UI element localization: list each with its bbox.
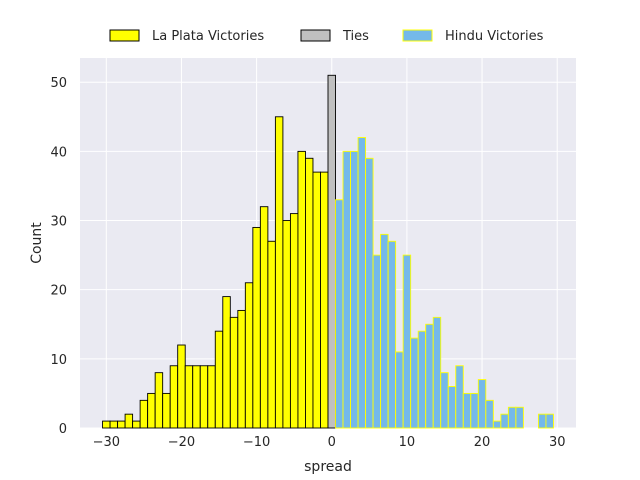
- bar-la-plata-victories: [169, 365, 179, 429]
- bar-la-plata-victories: [102, 420, 111, 429]
- bar-la-plata-victories: [139, 399, 149, 429]
- bar-la-plata-victories: [267, 240, 276, 429]
- legend-swatch-la-plata-victories: [109, 29, 140, 42]
- bar-hindu-victories: [492, 420, 502, 429]
- bar-hindu-victories: [515, 406, 524, 429]
- bar-hindu-victories: [440, 372, 449, 429]
- x-tick-label: −20: [168, 435, 195, 450]
- bar-hindu-victories: [545, 413, 554, 429]
- bar-la-plata-victories: [199, 365, 209, 429]
- bar-hindu-victories: [402, 254, 412, 429]
- legend-swatch-ties: [300, 29, 331, 42]
- y-axis-label: Count: [29, 222, 45, 264]
- bar-la-plata-victories: [259, 206, 269, 429]
- bar-la-plata-victories: [244, 282, 254, 429]
- bar-la-plata-victories: [237, 309, 246, 429]
- bar-hindu-victories: [335, 199, 344, 429]
- bar-hindu-victories: [365, 157, 374, 429]
- bar-la-plata-victories: [252, 226, 261, 429]
- bar-la-plata-victories: [192, 365, 201, 429]
- bar-hindu-victories: [425, 323, 434, 429]
- bar-hindu-victories: [372, 254, 382, 429]
- legend-label-la-plata-victories: La Plata Victories: [152, 29, 264, 44]
- bar-la-plata-victories: [207, 365, 216, 429]
- bar-la-plata-victories: [222, 296, 231, 429]
- bar-hindu-victories: [417, 330, 427, 429]
- x-tick-labels: −30 −20 −10 0 10 20 30: [93, 435, 566, 450]
- y-tick-label: 30: [50, 215, 67, 230]
- bar-hindu-victories: [387, 240, 397, 429]
- bar-la-plata-victories: [312, 171, 321, 429]
- bar-la-plata-victories: [214, 330, 224, 429]
- bar-la-plata-victories: [154, 372, 164, 429]
- bar-la-plata-victories: [289, 213, 299, 429]
- bar-hindu-victories: [507, 406, 517, 429]
- legend-swatch-hindu-victories: [402, 29, 433, 42]
- bar-hindu-victories: [395, 351, 404, 429]
- bar-la-plata-victories: [117, 420, 126, 429]
- bar-la-plata-victories: [305, 157, 314, 429]
- y-tick-label: 20: [50, 284, 67, 299]
- x-tick-label: −30: [93, 435, 120, 450]
- bar-ties: [327, 74, 336, 429]
- legend-label-ties: Ties: [342, 29, 369, 44]
- x-tick-label: 30: [549, 435, 566, 450]
- bar-hindu-victories: [477, 379, 487, 429]
- bar-la-plata-victories: [124, 413, 134, 429]
- bar-hindu-victories: [357, 137, 367, 429]
- bar-hindu-victories: [342, 150, 351, 429]
- bar-la-plata-victories: [184, 365, 194, 429]
- bar-la-plata-victories: [162, 392, 171, 429]
- x-tick-label: 10: [399, 435, 416, 450]
- bar-hindu-victories: [350, 150, 359, 429]
- bar-hindu-victories: [447, 386, 457, 429]
- y-tick-label: 40: [50, 145, 67, 160]
- bar-la-plata-victories: [229, 316, 239, 429]
- bar-la-plata-victories: [297, 150, 306, 429]
- x-tick-label: −10: [243, 435, 270, 450]
- y-tick-label: 10: [50, 353, 67, 368]
- y-tick-label: 0: [59, 422, 67, 437]
- bar-la-plata-victories: [147, 392, 156, 429]
- bar-la-plata-victories: [109, 420, 119, 429]
- legend: La Plata Victories Ties Hindu Victories: [109, 29, 544, 44]
- x-tick-label: 0: [328, 435, 336, 450]
- bar-hindu-victories: [432, 316, 442, 429]
- bar-hindu-victories: [470, 392, 479, 429]
- y-tick-labels: 0 10 20 30 40 50: [50, 76, 67, 437]
- y-tick-label: 50: [50, 76, 67, 91]
- bar-hindu-victories: [455, 365, 464, 429]
- bar-hindu-victories: [462, 392, 472, 429]
- x-axis-label: spread: [304, 459, 352, 475]
- x-tick-label: 20: [474, 435, 491, 450]
- bar-la-plata-victories: [282, 220, 291, 429]
- bar-la-plata-victories: [274, 116, 284, 429]
- bar-hindu-victories: [500, 413, 509, 429]
- bar-la-plata-victories: [320, 171, 329, 429]
- histogram-bars: [102, 74, 554, 429]
- bar-la-plata-victories: [132, 420, 141, 429]
- legend-label-hindu-victories: Hindu Victories: [445, 29, 544, 44]
- bar-hindu-victories: [380, 233, 389, 429]
- bar-hindu-victories: [537, 413, 547, 429]
- bar-hindu-victories: [485, 399, 494, 429]
- bar-la-plata-victories: [177, 344, 186, 429]
- bar-hindu-victories: [410, 337, 419, 429]
